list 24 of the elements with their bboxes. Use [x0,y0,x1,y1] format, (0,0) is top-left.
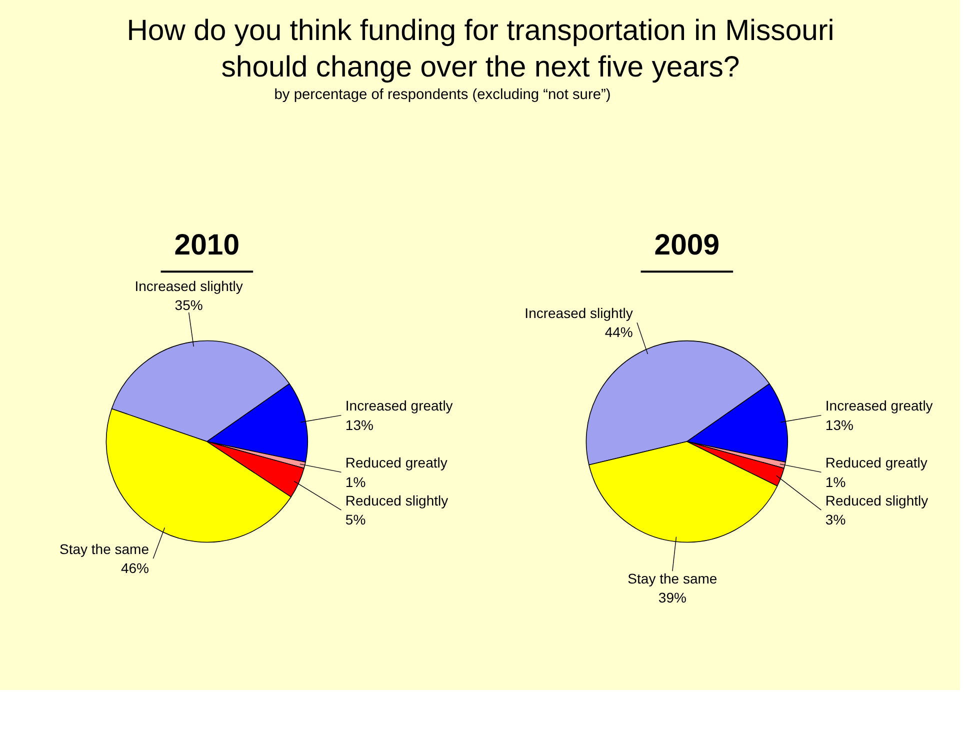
slice-label: Reduced slightly [825,492,928,508]
slice-label: Reduced slightly [345,492,448,508]
slice-label: Stay the same [628,570,718,586]
data-label: 1% [345,474,366,490]
text: How do you think funding for transportation in Missouri should change over the next five years? [126,14,834,84]
legend-label: Reduced greatly [825,454,928,471]
data-label: 39% [658,590,686,606]
slice-label: Stay the same [60,540,150,557]
data-label: 35% [174,297,203,314]
data-label: 1% [825,474,846,490]
data-label: 5% [345,512,366,528]
slice-label: Increased greatly [345,398,453,414]
slice-label: Reduced greatly [345,454,448,471]
data-label: 3% [825,512,846,528]
data-label: 13% [825,416,854,433]
chart-title: 2010 [174,228,240,262]
slice-label: Increased slightly [524,304,633,321]
slice-label: Increased slightly [134,278,243,294]
data-label: 46% [120,560,150,576]
chart-title: 2009 [654,228,720,262]
data-label: 44% [604,324,633,340]
text: by percentage of respondents (excluding “not sure”) [274,87,611,104]
slice-label: Increased greatly [825,398,933,414]
data-label: 13% [345,416,374,433]
